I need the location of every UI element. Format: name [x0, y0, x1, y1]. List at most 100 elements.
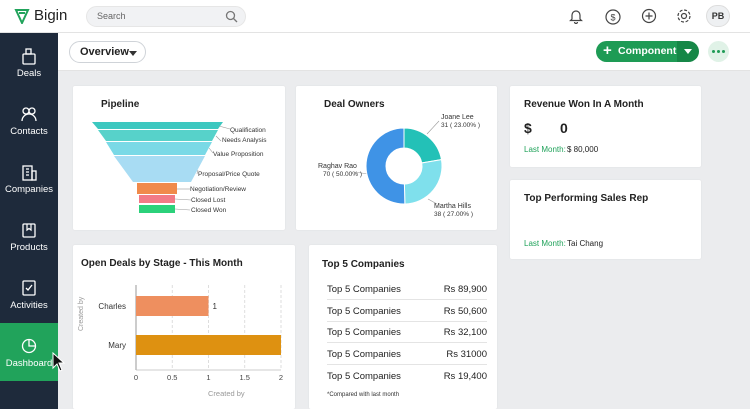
view-dropdown[interactable]: Overview: [69, 41, 146, 63]
owner-detail: 38 ( 27.00% ): [434, 211, 474, 218]
card-title: Open Deals by Stage - This Month: [81, 258, 243, 269]
bigin-logo-icon: [14, 8, 30, 24]
chevron-down-icon: [129, 51, 137, 56]
company-name: Top 5 Companies: [327, 349, 401, 360]
sidebar-item-products[interactable]: Products: [0, 207, 58, 265]
deal-owners-card: Deal Owners Joane Lee 31 ( 23.00% ) Ragh…: [296, 86, 497, 230]
divider: [327, 364, 487, 365]
x-axis-label: Created by: [208, 389, 245, 398]
open-deals-card: Open Deals by Stage - This Month 0 0.5 1 1.…: [73, 245, 295, 409]
sidebar-item-label: Products: [10, 242, 48, 253]
top-rep-card: Top Performing Sales Rep Last Month: Tai…: [510, 180, 701, 259]
revenue-card: Revenue Won In A Month $ 0 Last Month: $…: [510, 86, 701, 167]
component-options-button[interactable]: [677, 41, 699, 62]
activities-icon: [22, 280, 36, 296]
coin-icon[interactable]: $: [604, 8, 622, 25]
sidebar-item-label: Deals: [16, 68, 42, 79]
x-tick-label: 2: [279, 373, 283, 382]
funnel-stage-value-proposition[interactable]: [106, 142, 212, 155]
donut-slice-joane-lee[interactable]: [403, 127, 443, 164]
sidebar-item-label: Dashboard: [5, 358, 53, 369]
company-name: Top 5 Companies: [327, 327, 401, 338]
funnel-stage-negotiation[interactable]: [137, 183, 177, 194]
funnel-stage-closed-won[interactable]: [139, 205, 175, 213]
dashboard-toolbar: Overview + Component: [58, 33, 750, 71]
deals-icon: [22, 48, 36, 65]
company-value: Rs 32,100: [443, 327, 487, 338]
sidebar-item-dashboard[interactable]: Dashboard: [0, 323, 58, 381]
sidebar-item-label: Contacts: [10, 126, 48, 137]
app-logo[interactable]: Bigin: [14, 7, 67, 24]
gear-icon[interactable]: [676, 8, 692, 24]
more-options-button[interactable]: [708, 41, 729, 62]
dashboard-icon: [21, 338, 37, 354]
bar-charles[interactable]: [136, 296, 209, 316]
svg-text:$: $: [610, 13, 615, 23]
last-month-label: Last Month:: [524, 145, 566, 154]
x-tick-label: 1.5: [240, 373, 250, 382]
products-icon: [22, 223, 36, 238]
avatar[interactable]: PB: [706, 5, 730, 27]
sidebar-item-companies[interactable]: Companies: [0, 149, 58, 207]
funnel-label: Value Proposition: [213, 151, 264, 158]
more-dot: [712, 50, 715, 53]
more-dot: [717, 50, 720, 53]
bar-data-label: 1: [213, 302, 218, 311]
contacts-icon: [21, 107, 37, 122]
last-month-label: Last Month:: [524, 239, 566, 248]
funnel-label: Closed Won: [191, 207, 227, 214]
sidebar-item-contacts[interactable]: Contacts: [0, 91, 58, 149]
funnel-label: Needs Analysis: [222, 137, 267, 144]
funnel-stage-closed-lost[interactable]: [139, 195, 175, 203]
sidebar-item-label: Activities: [10, 300, 48, 311]
plus-circle-icon[interactable]: [641, 8, 657, 24]
y-axis-label: Created by: [78, 296, 85, 331]
donut-slice-martha-hills[interactable]: [403, 159, 443, 205]
x-tick-label: 0: [134, 373, 138, 382]
view-dropdown-label: Overview: [80, 46, 129, 58]
bell-icon[interactable]: [569, 8, 583, 24]
divider: [327, 299, 487, 300]
company-value: Rs 50,600: [443, 306, 487, 317]
funnel-stage-needs-analysis[interactable]: [98, 130, 218, 141]
y-tick-label: Charles: [98, 302, 126, 311]
owner-detail: 70 ( 50.00% ): [323, 171, 363, 178]
owner-name: Raghav Rao: [318, 163, 357, 170]
card-title: Top Performing Sales Rep: [524, 193, 649, 204]
pipeline-funnel: [92, 122, 231, 213]
funnel-label: Proposal/Price Quote: [198, 171, 260, 178]
search-input[interactable]: Search: [86, 6, 246, 27]
x-tick-label: 0.5: [167, 373, 177, 382]
company-value: Rs 31000: [446, 349, 487, 360]
company-name: Top 5 Companies: [327, 371, 401, 382]
sidebar-item-activities[interactable]: Activities: [0, 265, 58, 323]
card-title: Top 5 Companies: [322, 259, 405, 270]
add-component-button[interactable]: + Component: [596, 41, 677, 62]
search-placeholder: Search: [97, 11, 126, 21]
deal-owners-donut: [353, 120, 443, 205]
add-component-label: Component: [618, 45, 677, 57]
chevron-down-icon: [684, 49, 692, 54]
owner-detail: 31 ( 23.00% ): [441, 122, 481, 129]
funnel-label: Negotiation/Review: [190, 186, 247, 193]
company-name: Top 5 Companies: [327, 284, 401, 295]
card-title: Deal Owners: [324, 99, 385, 110]
card-title: Pipeline: [101, 99, 140, 110]
funnel-stage-proposal[interactable]: [114, 156, 205, 182]
divider: [327, 321, 487, 322]
funnel-label: Closed Lost: [191, 197, 226, 204]
app-name: Bigin: [34, 7, 68, 24]
company-value: Rs 89,900: [443, 284, 487, 295]
top-companies-card: Top 5 Companies Top 5 Companies Rs 89,900…: [309, 245, 497, 409]
sidebar-item-deals[interactable]: Deals: [0, 33, 58, 91]
card-title: Revenue Won In A Month: [524, 99, 644, 110]
funnel-stage-qualification[interactable]: [92, 122, 223, 129]
sidebar-item-label: Companies: [4, 184, 54, 195]
bar-mary[interactable]: [136, 335, 281, 355]
company-value: Rs 19,400: [443, 371, 487, 382]
donut-slice-raghav-rao[interactable]: [365, 127, 406, 205]
owner-name: Joane Lee: [441, 114, 474, 121]
revenue-currency: $: [524, 120, 532, 136]
search-icon: [225, 10, 238, 23]
top-bar: Bigin Search $ PB: [0, 0, 750, 33]
